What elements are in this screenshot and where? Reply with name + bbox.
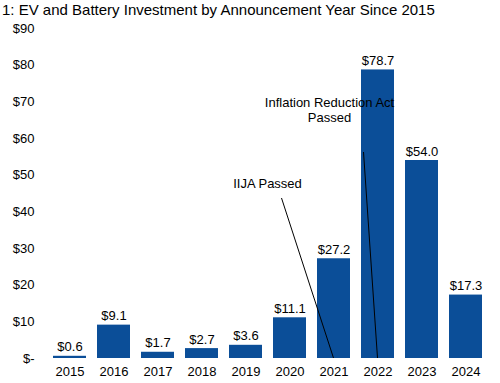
svg-text:$1.7: $1.7 [145,335,170,350]
svg-text:2023: 2023 [408,364,437,379]
svg-text:2015: 2015 [56,364,85,379]
svg-text:2022: 2022 [364,364,393,379]
svg-text:$70: $70 [13,94,35,109]
svg-text:2021: 2021 [320,364,349,379]
svg-text:$9.1: $9.1 [101,308,126,323]
html-text:1: EV and Battery Investment b: 1: EV and Battery Investment by Announce… [2,1,435,18]
svg-text:$78.7: $78.7 [362,53,395,68]
svg-text:2017: 2017 [144,364,173,379]
svg-text:$90: $90 [13,21,35,36]
svg-text:2020: 2020 [276,364,305,379]
svg-text:2018: 2018 [188,364,217,379]
svg-text:Inflation Reduction ActPassed: Inflation Reduction ActPassed [265,95,395,125]
svg-text:$27.2: $27.2 [318,242,351,257]
svg-text:$10: $10 [13,314,35,329]
svg-text:2024: 2024 [452,364,481,379]
svg-text:2016: 2016 [100,364,129,379]
svg-text:$11.1: $11.1 [274,301,306,316]
svg-text:IIJA Passed: IIJA Passed [233,176,302,191]
svg-text:$0.6: $0.6 [57,339,82,354]
svg-text:$2.7: $2.7 [189,332,214,347]
svg-text:$17.3: $17.3 [450,278,483,293]
svg-text:2019: 2019 [232,364,261,379]
svg-text:$50: $50 [13,167,35,182]
svg-text:$40: $40 [13,204,35,219]
svg-text:$30: $30 [13,241,35,256]
svg-text:$-: $- [23,351,35,366]
svg-text:$80: $80 [13,57,35,72]
svg-text:$60: $60 [13,131,35,146]
svg-text:$20: $20 [13,277,35,292]
svg-text:$54.0: $54.0 [406,144,439,159]
svg-text:$3.6: $3.6 [233,328,258,343]
